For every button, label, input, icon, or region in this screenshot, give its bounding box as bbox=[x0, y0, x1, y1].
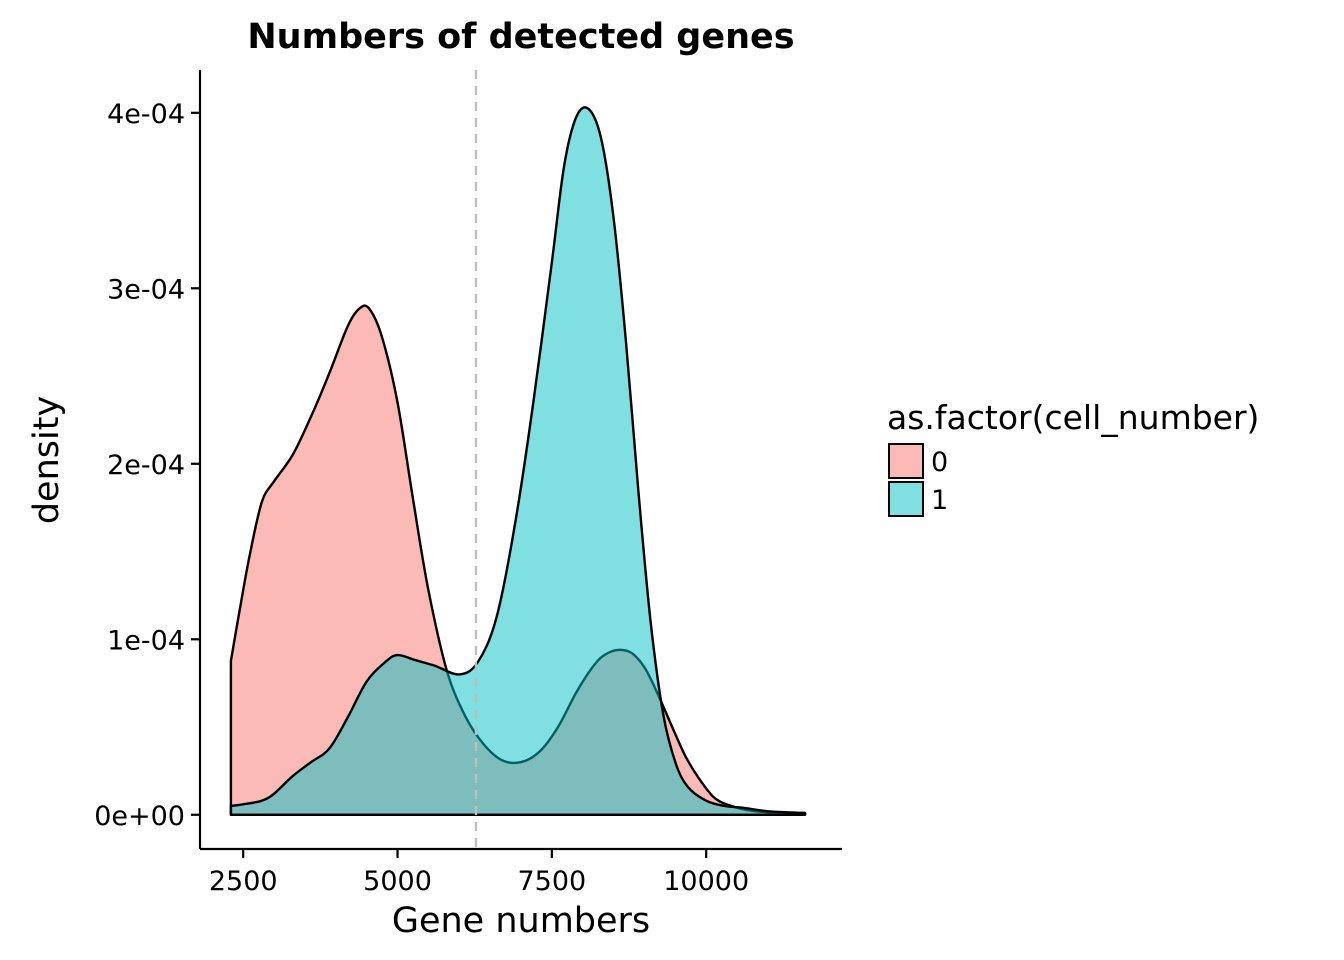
y-tick-label: 3e-04 bbox=[107, 274, 185, 305]
y-axis-title: density bbox=[27, 396, 67, 524]
legend-key-1 bbox=[888, 481, 924, 517]
density-area-series-1 bbox=[229, 106, 807, 816]
legend: as.factor(cell_number) 0 1 bbox=[887, 398, 1259, 517]
x-tick-label: 2500 bbox=[209, 866, 278, 897]
legend-title: as.factor(cell_number) bbox=[887, 398, 1259, 437]
legend-key-0 bbox=[888, 443, 924, 479]
x-axis-ticks: 2500 5000 7500 10000 bbox=[209, 849, 749, 897]
y-axis-ticks: 0e+00 1e-04 2e-04 3e-04 4e-04 bbox=[94, 99, 200, 832]
x-tick-label: 7500 bbox=[518, 866, 587, 897]
legend-label-0: 0 bbox=[931, 447, 948, 478]
y-tick-label: 1e-04 bbox=[107, 625, 185, 656]
y-tick-label: 2e-04 bbox=[107, 450, 185, 481]
x-tick-label: 10000 bbox=[663, 866, 749, 897]
chart-title: Numbers of detected genes bbox=[247, 17, 794, 57]
y-tick-label: 0e+00 bbox=[94, 801, 185, 832]
x-axis-title: Gene numbers bbox=[392, 901, 650, 941]
plot-area bbox=[229, 70, 807, 849]
y-tick-label: 4e-04 bbox=[107, 99, 185, 130]
legend-label-1: 1 bbox=[931, 485, 948, 516]
x-tick-label: 5000 bbox=[363, 866, 432, 897]
